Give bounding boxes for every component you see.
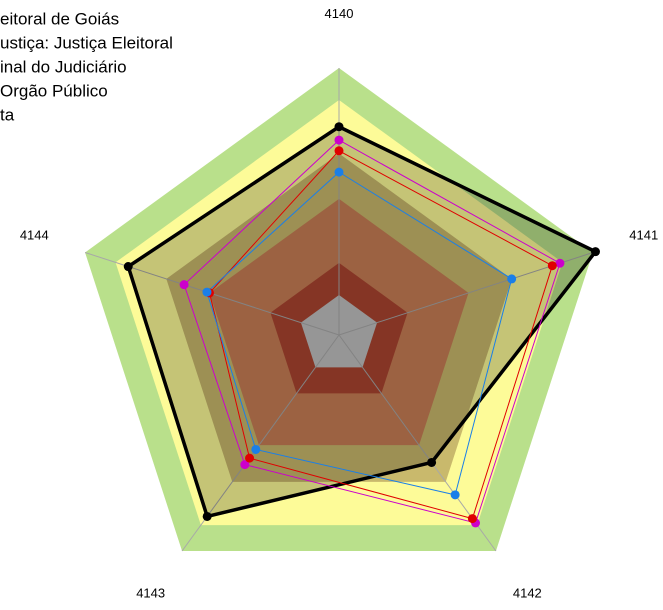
legend-entry: ta	[0, 105, 15, 124]
point	[202, 511, 212, 521]
legend-entry: ustiça: Justiça Eleitoral	[0, 33, 173, 52]
point	[450, 490, 460, 500]
axis-label: 4143	[136, 586, 165, 601]
point	[251, 444, 261, 454]
series-line	[183, 139, 561, 524]
series-line	[206, 171, 513, 496]
legend: eitoral de Goiás ustiça: Justiça Eleitora…	[0, 9, 173, 124]
point	[507, 274, 517, 284]
point	[590, 247, 600, 257]
point	[179, 280, 189, 290]
point	[334, 167, 344, 177]
axis-label: 4144	[20, 227, 49, 242]
point	[123, 262, 133, 272]
point	[245, 453, 255, 463]
point	[334, 135, 344, 145]
point	[547, 261, 557, 271]
legend-entry: Orgão Público	[0, 81, 108, 100]
series-line	[208, 150, 553, 520]
legend-entry: eitoral de Goiás	[0, 9, 119, 28]
point	[555, 258, 565, 268]
point	[467, 514, 477, 524]
point	[240, 460, 250, 470]
legend-entry: inal do Judiciário	[0, 57, 127, 76]
point	[334, 146, 344, 156]
axis-label: 4141	[629, 227, 658, 242]
point	[334, 122, 344, 132]
point	[202, 287, 212, 297]
axis-label: 4142	[513, 586, 542, 601]
axis-label: 4140	[325, 6, 354, 21]
point	[427, 457, 437, 467]
series-line	[126, 124, 599, 519]
